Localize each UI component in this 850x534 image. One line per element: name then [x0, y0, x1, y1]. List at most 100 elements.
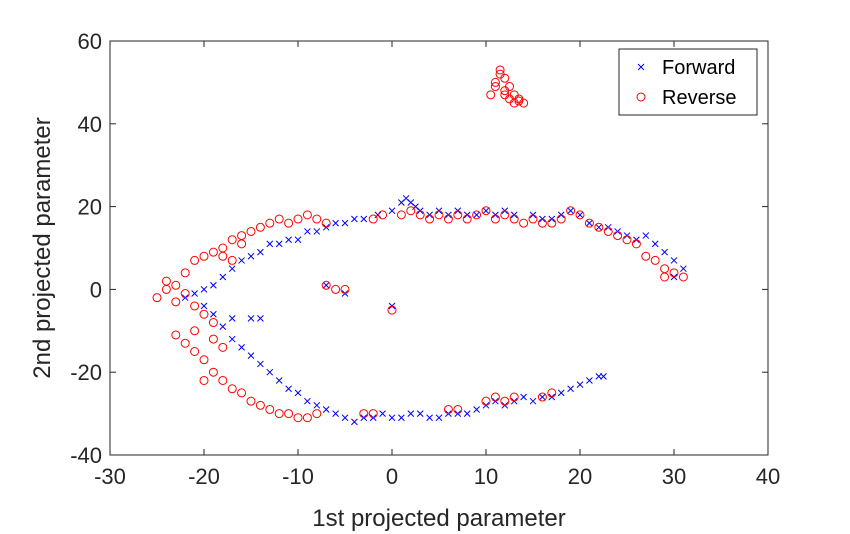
forward-point [351, 418, 358, 426]
reverse-point [519, 98, 529, 108]
reverse-point [284, 218, 294, 228]
reverse-point [368, 409, 378, 419]
x-tick-label: -30 [94, 464, 126, 489]
reverse-point [321, 218, 331, 228]
legend-marker-forward [637, 63, 645, 71]
legend-label-forward: Forward [662, 57, 735, 79]
reverse-point [486, 90, 496, 100]
forward-point [586, 219, 593, 227]
forward-point [275, 240, 283, 248]
forward-point [529, 397, 537, 405]
reverse-point [575, 210, 585, 220]
reverse-point [237, 388, 247, 398]
reverse-point [208, 334, 218, 344]
reverse-point [246, 396, 256, 406]
forward-point [247, 315, 255, 322]
forward-point [642, 232, 650, 239]
forward-point [435, 414, 443, 422]
reverse-point [495, 65, 505, 75]
forward-point [520, 393, 527, 401]
reverse-point [500, 396, 510, 406]
reverse-point [218, 251, 228, 261]
forward-point [266, 368, 274, 376]
forward-point [600, 372, 607, 380]
reverse-point [594, 222, 604, 232]
reverse-point [208, 367, 218, 377]
forward-point [294, 236, 302, 244]
reverse-point [631, 239, 641, 249]
forward-point [219, 323, 227, 331]
reverse-point [190, 326, 200, 336]
forward-point [651, 240, 659, 248]
forward-point [407, 410, 415, 417]
reverse-point [641, 251, 651, 261]
reverse-point [472, 210, 482, 220]
forward-point [567, 385, 574, 393]
reverse-point [547, 388, 557, 398]
forward-point [219, 273, 227, 281]
reverse-point [321, 280, 331, 290]
forward-point [313, 401, 321, 409]
forward-point [257, 315, 264, 322]
reverse-point [312, 409, 322, 419]
forward-point [257, 360, 264, 368]
reverse-point [387, 305, 397, 315]
forward-point [341, 414, 349, 422]
reverse-point [274, 214, 284, 224]
forward-point [426, 414, 433, 422]
forward-point [228, 315, 236, 322]
forward-point [247, 352, 255, 359]
legend-box [618, 48, 758, 116]
y-tick-label: -40 [70, 443, 102, 468]
forward-point [210, 281, 217, 289]
reverse-point [500, 73, 510, 83]
reverse-point [190, 255, 200, 265]
forward-point [313, 228, 321, 235]
reverse-point [274, 409, 284, 419]
reverse-point [537, 218, 547, 228]
forward-point [304, 228, 311, 235]
reverse-point [312, 214, 322, 224]
reverse-point [190, 347, 200, 356]
forward-point [228, 265, 236, 273]
forward-point [398, 414, 405, 422]
x-tick-label: -20 [188, 464, 220, 489]
reverse-point [500, 90, 510, 100]
legend-forward-marker [637, 63, 645, 71]
reverse-point [293, 214, 303, 224]
x-tick-label: 10 [474, 464, 498, 489]
forward-point [322, 281, 330, 289]
forward-point [360, 215, 368, 223]
reverse-point [566, 206, 576, 216]
reverse-point [246, 226, 256, 236]
reverse-point [490, 214, 500, 224]
y-tick-label: 0 [90, 277, 102, 302]
x-tick-label: 0 [386, 464, 398, 489]
forward-point [374, 211, 382, 219]
forward-point [257, 248, 264, 256]
reverse-point [208, 247, 218, 257]
reverse-point [509, 98, 519, 108]
reverse-point [227, 384, 237, 394]
y-tick-label: 40 [78, 112, 102, 137]
reverse-point [537, 392, 547, 402]
x-tick-label: 40 [756, 464, 780, 489]
forward-point [680, 265, 687, 273]
forward-point [670, 257, 678, 264]
reverse-point [331, 284, 341, 294]
reverse-point [368, 214, 378, 224]
forward-point [322, 406, 330, 413]
forward-point [210, 310, 217, 318]
x-tick-label: -10 [282, 464, 314, 489]
x-tick-label: 30 [662, 464, 686, 489]
reverse-point [218, 375, 228, 385]
y-tick-label: 20 [78, 195, 102, 220]
reverse-point [227, 255, 237, 265]
reverse-point [660, 272, 670, 282]
reverse-point [255, 222, 265, 232]
reverse-point [443, 404, 453, 414]
reverse-point [284, 409, 294, 419]
reverse-point [396, 210, 406, 220]
reverse-point [490, 82, 500, 92]
points-layer [152, 65, 688, 426]
